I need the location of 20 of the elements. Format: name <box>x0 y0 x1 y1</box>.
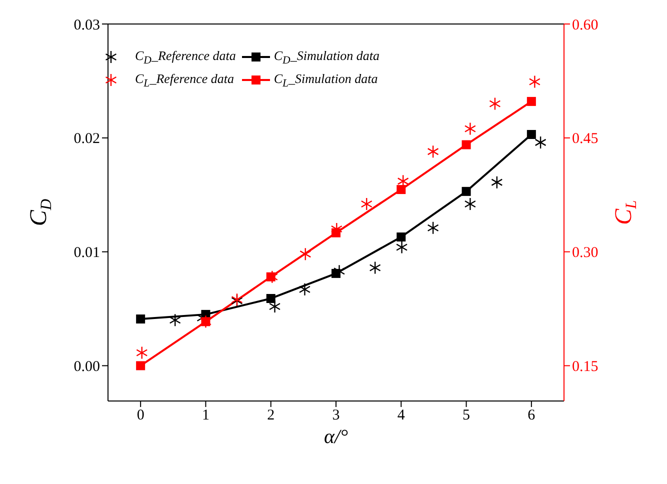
y-tick-label: 0.02 <box>74 131 100 148</box>
x-tick-label: 3 <box>332 408 340 424</box>
x-tick-label: 4 <box>397 408 406 424</box>
legend-label: C$_{D}$_Reference data <box>135 48 236 67</box>
x-axis-title: α/° <box>324 426 348 448</box>
x-tick-label: 1 <box>202 408 210 424</box>
y-tick-label: 0.01 <box>74 245 100 262</box>
x-tick-label: 6 <box>528 408 536 424</box>
x-tick-label: 0 <box>136 408 144 424</box>
y-tick-label: 0.03 <box>74 17 100 34</box>
legend-label: C$_{L}$_Reference data <box>135 70 234 90</box>
y2-tick-label: 0.15 <box>572 359 598 376</box>
y-tick-label: 0.00 <box>74 359 100 376</box>
legend-label: C$_{L}$_Simulation data <box>274 70 378 90</box>
y2-tick-label: 0.60 <box>572 17 598 34</box>
legend-label: C$_{D}$_Simulation data <box>274 48 380 67</box>
x-tick-label: 5 <box>462 408 470 424</box>
y2-tick-label: 0.30 <box>572 245 598 262</box>
x-tick-label: 2 <box>267 408 275 424</box>
y2-tick-label: 0.45 <box>572 131 598 148</box>
